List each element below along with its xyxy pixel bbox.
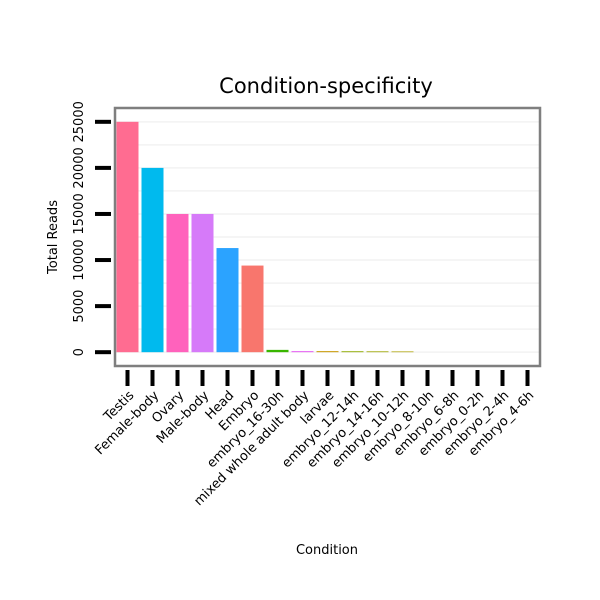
bars bbox=[116, 121, 414, 353]
plot-frame bbox=[113, 106, 542, 368]
bar-embryo bbox=[241, 265, 264, 353]
y-tick-label: 20000 bbox=[72, 147, 87, 188]
chart-title: Condition-specificity bbox=[219, 74, 433, 98]
y-tick-label: 15000 bbox=[72, 193, 87, 234]
bar-ovary bbox=[166, 213, 189, 353]
bar-mixed-whole-adult-body bbox=[291, 351, 314, 353]
bar-embryo-12-14h bbox=[341, 351, 364, 353]
y-axis-title: Total Reads bbox=[46, 200, 61, 275]
bar-female-body bbox=[141, 167, 164, 353]
bar-larvae bbox=[316, 351, 339, 353]
y-tick-label: 10000 bbox=[72, 239, 87, 280]
bar-head bbox=[216, 248, 239, 353]
bar-testis bbox=[116, 121, 139, 353]
bar-embryo-14-16h bbox=[366, 351, 389, 353]
bar-embryo-16-30h bbox=[266, 349, 289, 353]
y-tick-label: 25000 bbox=[72, 101, 87, 142]
x-axis-title: Condition bbox=[296, 543, 358, 558]
bar-embryo-10-12h bbox=[391, 351, 414, 353]
y-axis: 0 5000 10000 15000 20000 25000 bbox=[72, 101, 111, 356]
y-tick-label: 5000 bbox=[72, 290, 87, 323]
x-axis: TestisFemale-bodyOvaryMale-bodyHeadEmbry… bbox=[92, 370, 537, 509]
y-tick-label: 0 bbox=[72, 348, 87, 356]
bar-male-body bbox=[191, 213, 214, 353]
